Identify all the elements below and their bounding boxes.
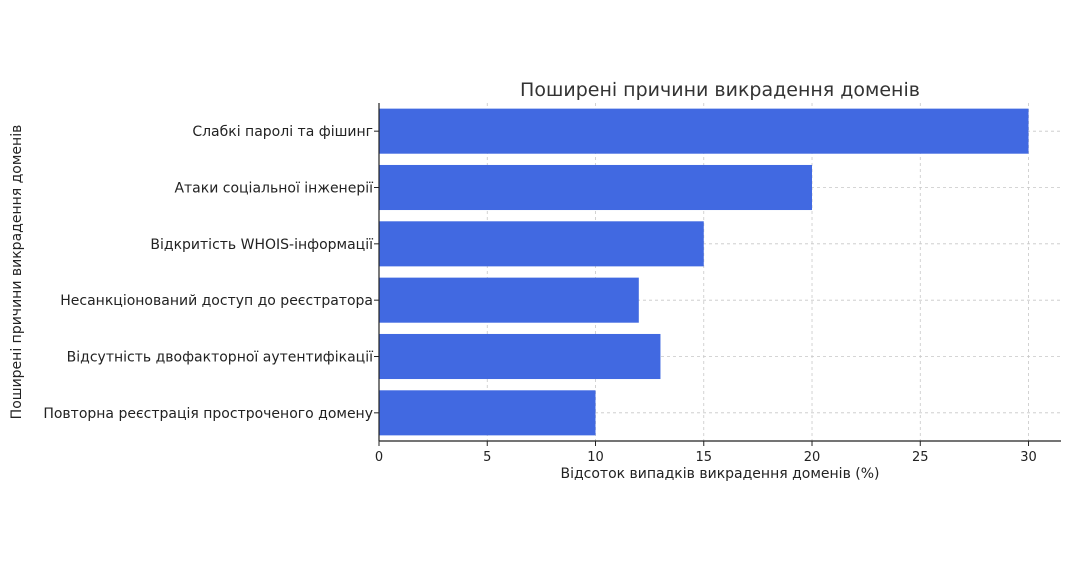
bar [379,333,661,380]
x-tick-label: 10 [587,450,604,465]
chart-title: Поширені причини викрадення доменів [520,79,920,101]
category-label: Відсутність двофакторної аутентифікації [67,350,373,366]
bars [379,108,1029,436]
bar [379,277,639,323]
x-tick-label: 15 [695,450,712,465]
x-tick-label: 20 [804,450,821,465]
x-axis-label: Відсоток випадків викрадення доменів (%) [560,466,879,482]
grid-lines [378,103,1061,441]
category-label: Несанкціонований доступ до реєстратора [60,293,373,309]
y-axis-label: Поширені причини викрадення доменів [9,125,25,420]
x-tick-label: 0 [375,450,383,465]
x-tick-label: 5 [483,450,491,465]
x-tick-label: 30 [1020,450,1037,465]
x-tick-label: 25 [912,450,929,465]
bar [379,390,596,436]
category-label: Атаки соціальної інженерії [174,181,373,197]
axes [374,103,1061,446]
category-label: Слабкі паролі та фішинг [192,124,373,140]
bar [379,164,813,211]
category-label: Відкритість WHOIS-інформації [150,237,373,253]
category-label: Повторна реєстрація простроченого домену [43,406,373,422]
tick-labels: 0 5 10 15 20 25 30 Слабкі паролі та фішинг Атаки… [43,124,1036,465]
bar [379,221,704,267]
bar [379,108,1029,154]
